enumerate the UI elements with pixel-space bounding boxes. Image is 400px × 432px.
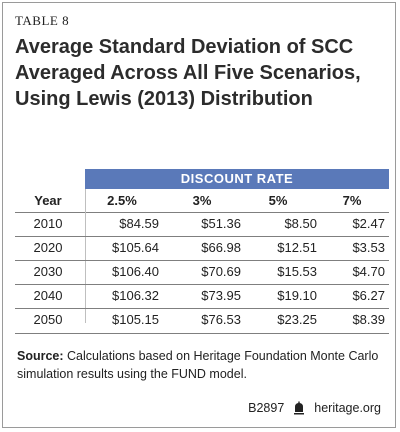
year-cell: 2020 [33,240,63,255]
column-header-5: 5% [268,193,288,208]
value-cell: $4.70 [352,264,385,279]
value-cell: $105.15 [112,312,159,327]
source-note: Source: Calculations based on Heritage F… [17,347,389,383]
column-header-row: Year 2.5% 3% 5% 7% [15,191,389,211]
table-row: 2030 $106.40 $70.69 $15.53 $4.70 [15,262,389,282]
header-rule [15,212,389,213]
value-cell: $76.53 [201,312,241,327]
value-cell: $8.50 [284,216,317,231]
value-cell: $105.64 [112,240,159,255]
year-cell: 2050 [33,312,63,327]
column-header-7: 7% [342,193,362,208]
site-name: heritage.org [314,401,381,415]
value-cell: $66.98 [201,240,241,255]
value-cell: $84.59 [119,216,159,231]
table-row: 2040 $106.32 $73.95 $19.10 $6.27 [15,286,389,306]
table-number: TABLE 8 [15,13,70,28]
table-row: 2010 $84.59 $51.36 $8.50 $2.47 [15,214,389,234]
value-cell: $2.47 [352,216,385,231]
row-rule [15,308,389,309]
row-rule [15,236,389,237]
row-rule [15,260,389,261]
value-cell: $51.36 [201,216,241,231]
title-line-2: Averaged Across All Five Scenarios, [15,62,361,84]
value-cell: $15.53 [277,264,317,279]
value-cell: $12.51 [277,240,317,255]
discount-rate-header: DISCOUNT RATE [85,169,389,189]
value-cell: $70.69 [201,264,241,279]
title-line-1: Average Standard Deviation of SCC [15,36,354,58]
value-cell: $8.39 [352,312,385,327]
table-frame: TABLE 8 Average Standard Deviation of SC… [2,2,396,428]
bell-icon [292,401,306,415]
value-cell: $73.95 [201,288,241,303]
year-cell: 2040 [33,288,63,303]
value-cell: $19.10 [277,288,317,303]
table-row: 2020 $105.64 $66.98 $12.51 $3.53 [15,238,389,258]
footer: B2897 heritage.org [248,401,381,415]
source-label: Source: [17,349,64,363]
title-line-3: Using Lewis (2013) Distribution [15,88,313,110]
value-cell: $106.32 [112,288,159,303]
column-header-3: 3% [192,193,212,208]
value-cell: $3.53 [352,240,385,255]
table-row: 2050 $105.15 $76.53 $23.25 $8.39 [15,310,389,330]
report-code: B2897 [248,401,285,415]
source-text: Calculations based on Heritage Foundatio… [17,349,379,381]
row-rule [15,284,389,285]
column-header-year: Year [34,193,62,208]
value-cell: $106.40 [112,264,159,279]
value-cell: $23.25 [277,312,317,327]
year-column-divider [85,189,86,323]
column-header-2-5: 2.5% [107,193,137,208]
year-cell: 2030 [33,264,63,279]
table-title: Average Standard Deviation of SCC Averag… [15,34,387,112]
table-bottom-rule [15,333,389,334]
year-cell: 2010 [33,216,63,231]
value-cell: $6.27 [352,288,385,303]
